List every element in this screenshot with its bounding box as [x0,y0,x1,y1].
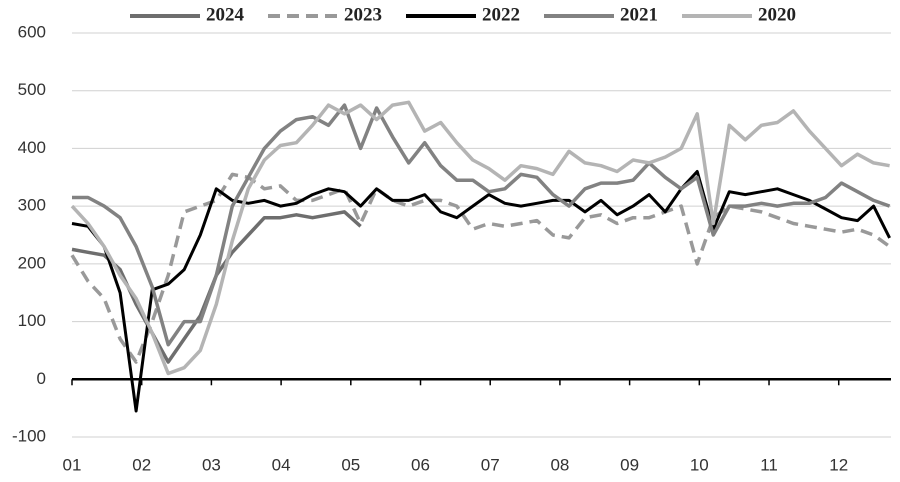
x-tick-label: 03 [202,455,221,474]
y-tick-label: 300 [18,196,46,215]
series-line [70,172,891,364]
y-tick-label: 0 [37,369,46,388]
x-tick-label: 11 [760,455,778,474]
series-line [70,100,890,376]
x-tick-label: 10 [690,455,709,474]
series-line [71,210,362,364]
x-tick-label: 02 [132,455,151,474]
y-tick-label: 600 [18,22,46,41]
x-tick-label: 06 [411,455,430,474]
series-line [72,103,891,347]
legend-label: 2023 [344,4,382,25]
x-tick-label: 09 [620,455,639,474]
x-tick-label: 05 [341,455,360,474]
x-tick-label: 12 [829,455,848,474]
x-tick-label: 07 [481,455,500,474]
y-tick-label: -100 [12,426,46,445]
x-tick-label: 04 [272,455,291,474]
legend-label: 2021 [620,4,658,25]
series-line [71,170,891,413]
x-tick-label: 01 [63,455,82,474]
x-tick-label: 08 [550,455,569,474]
y-tick-label: 500 [18,80,46,99]
y-tick-label: 200 [18,253,46,272]
legend-label: 2020 [758,4,796,25]
legend-label: 2022 [482,4,520,25]
y-tick-label: 400 [18,138,46,157]
legend-label: 2024 [206,4,245,25]
y-tick-label: 100 [18,311,46,330]
